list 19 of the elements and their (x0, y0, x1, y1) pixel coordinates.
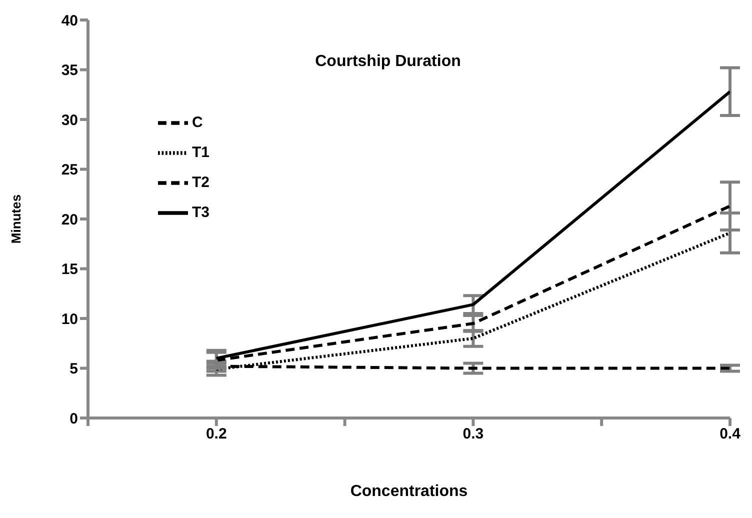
y-tick-label: 15 (61, 261, 78, 278)
legend-label: C (192, 114, 203, 132)
y-tick-label: 10 (61, 310, 78, 328)
x-axis-title: Concentrations (350, 483, 468, 500)
legend-label: T2 (192, 174, 210, 192)
x-tick-label: 0.3 (462, 426, 484, 443)
y-tick-label: 35 (61, 62, 78, 80)
y-axis-title: Minutes (8, 194, 24, 244)
y-tick-label: 5 (70, 360, 78, 378)
y-tick-label: 25 (61, 162, 78, 179)
y-tick-label: 0 (70, 410, 78, 428)
legend-label: T3 (192, 204, 210, 222)
y-tick-label: 30 (61, 112, 78, 129)
x-tick-label: 0.2 (206, 426, 227, 443)
y-tick-label: 20 (61, 211, 78, 228)
y-tick-label: 40 (61, 12, 78, 30)
text: Courtship Duration (315, 53, 461, 70)
x-tick-label: 0.4 (720, 426, 742, 443)
legend-label: T1 (192, 144, 210, 162)
